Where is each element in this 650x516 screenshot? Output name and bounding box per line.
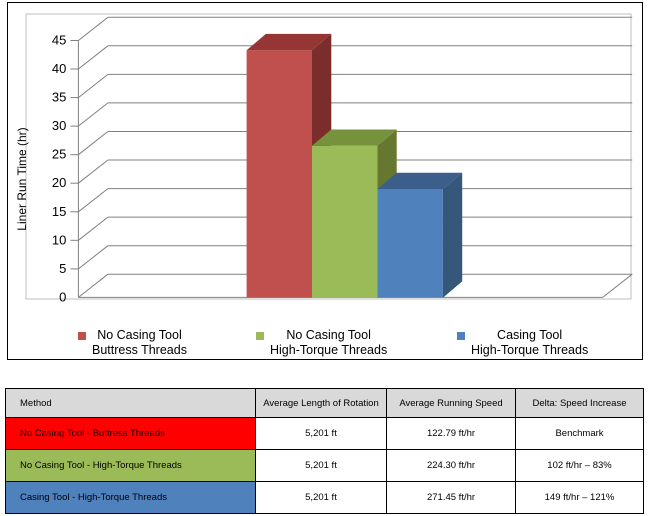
svg-text:30: 30	[52, 118, 66, 133]
svg-text:40: 40	[52, 61, 66, 76]
svg-text:10: 10	[52, 232, 66, 247]
svg-text:0: 0	[59, 289, 66, 304]
svg-text:5: 5	[59, 261, 66, 276]
svg-text:35: 35	[52, 90, 66, 105]
svg-text:25: 25	[52, 147, 66, 162]
svg-text:45: 45	[52, 33, 66, 48]
svg-text:20: 20	[52, 175, 66, 190]
svg-text:15: 15	[52, 204, 66, 219]
